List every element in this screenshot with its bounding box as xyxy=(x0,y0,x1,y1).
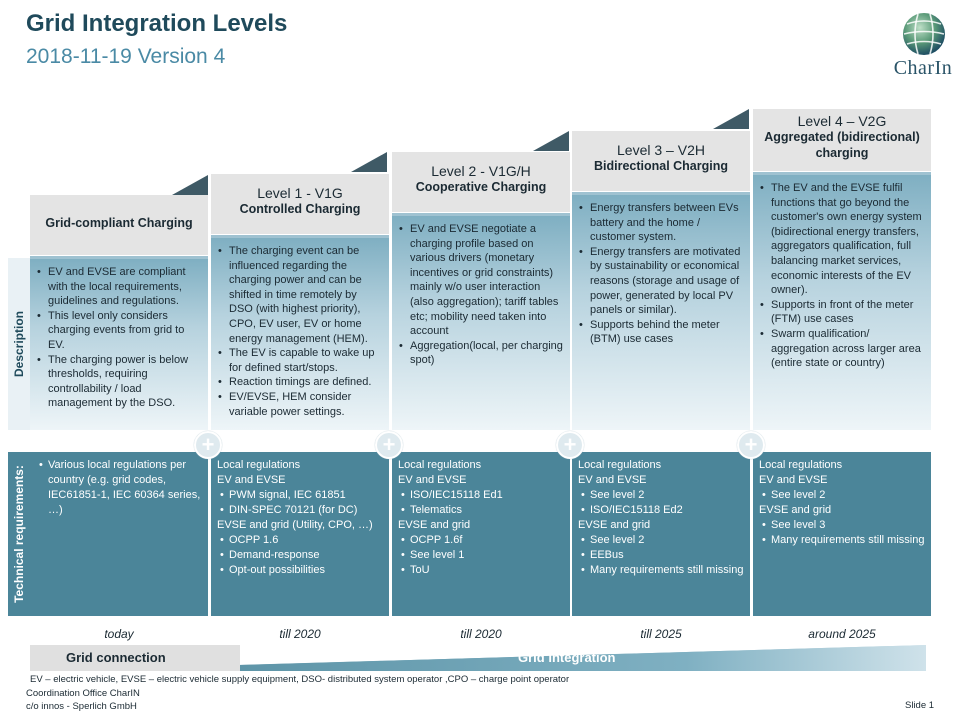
technical-item: EV and EVSE xyxy=(578,474,647,486)
level-2-timeframe: till 2020 xyxy=(460,627,502,641)
stair-wedge xyxy=(172,175,208,195)
technical-item: See level 2 xyxy=(759,488,925,503)
level-name: Controlled Charging xyxy=(239,202,361,216)
technical-item: DIN-SPEC 70121 (for DC) xyxy=(217,503,383,518)
technical-item: Local regulations xyxy=(578,459,662,471)
level-1-timeframe: till 2020 xyxy=(279,627,321,641)
level-label: Level 4 – V2G xyxy=(797,113,887,129)
globe-icon xyxy=(903,13,945,55)
technical-item: See level 1 xyxy=(398,548,564,563)
abbreviations-note: EV – electric vehicle, EVSE – electric v… xyxy=(30,674,570,685)
footer-office: Coordination Office CharIN xyxy=(26,688,140,699)
technical-item: OCPP 1.6 xyxy=(217,533,383,548)
grid-connection-bar: Grid connection xyxy=(30,645,240,671)
technical-side-label: Technical requirements: xyxy=(8,452,30,616)
level-4-header: Level 4 – V2G Aggregated (bidirectional)… xyxy=(753,109,931,171)
description-item: Reaction timings are defined. xyxy=(217,375,383,390)
technical-item: Many requirements still missing xyxy=(578,563,744,578)
level-0-header: Grid-compliant Charging xyxy=(30,195,208,255)
level-name: Grid-compliant Charging xyxy=(45,216,193,230)
stair-wedge xyxy=(351,152,387,172)
technical-item: EVSE and grid (Utility, CPO, …) xyxy=(217,519,373,531)
level-label: Level 1 - V1G xyxy=(257,185,343,201)
technical-item: Local regulations xyxy=(759,459,843,471)
level-1-technical: Local regulations EV and EVSE PWM signal… xyxy=(211,452,389,616)
description-item: Supports in front of the meter (FTM) use… xyxy=(759,298,925,327)
grid-integration-label: Grid integration xyxy=(518,650,616,665)
technical-item: Local regulations xyxy=(398,459,482,471)
level-4-timeframe: around 2025 xyxy=(808,627,876,641)
level-3-header: Level 3 – V2H Bidirectional Charging xyxy=(572,131,750,191)
technical-item: Opt-out possibilities xyxy=(217,563,383,578)
description-item: Swarm qualification/ aggregation across … xyxy=(759,327,925,371)
technical-item: See level 2 xyxy=(578,488,744,503)
grid-connection-label: Grid connection xyxy=(66,650,166,665)
technical-item: ISO/IEC15118 Ed2 xyxy=(578,503,744,518)
technical-item: PWM signal, IEC 61851 xyxy=(217,488,383,503)
technical-item: EV and EVSE xyxy=(398,474,467,486)
slide-number: Slide 1 xyxy=(905,700,935,711)
technical-item: EVSE and grid xyxy=(759,504,832,516)
technical-item: Various local regulations per country (e… xyxy=(36,458,202,518)
technical-item: EVSE and grid xyxy=(398,519,471,531)
description-item: The charging event can be influenced reg… xyxy=(217,244,383,346)
description-side-label: Description xyxy=(8,258,30,430)
description-item: This level only considers charging event… xyxy=(36,309,202,353)
level-2-description: EV and EVSE negotiate a charging profile… xyxy=(392,213,570,430)
level-0-timeframe: today xyxy=(104,627,134,641)
level-2-technical: Local regulations EV and EVSE ISO/IEC151… xyxy=(392,452,570,616)
technical-item: EV and EVSE xyxy=(217,474,286,486)
plus-icon: + xyxy=(556,431,584,459)
level-4-technical: Local regulations EV and EVSE See level … xyxy=(753,452,931,616)
technical-item: Local regulations xyxy=(217,459,301,471)
description-item: EV/EVSE, HEM consider variable power set… xyxy=(217,390,383,419)
level-0-technical: Various local regulations per country (e… xyxy=(30,452,208,616)
technical-item: Telematics xyxy=(398,503,564,518)
logo-text: CharIn xyxy=(893,57,953,79)
plus-icon: + xyxy=(375,431,403,459)
page-subtitle: 2018-11-19 Version 4 xyxy=(26,45,226,68)
technical-item: OCPP 1.6f xyxy=(398,533,564,548)
technical-item: ISO/IEC15118 Ed1 xyxy=(398,488,564,503)
stair-wedge xyxy=(533,131,569,151)
technical-item: EEBus xyxy=(578,548,744,563)
technical-item: EV and EVSE xyxy=(759,474,828,486)
description-item: Aggregation(local, per charging spot) xyxy=(398,339,564,368)
footer-address: c/o innos - Sperlich GmbH xyxy=(26,701,137,712)
technical-item: Demand-response xyxy=(217,548,383,563)
description-item: EV and EVSE are compliant with the local… xyxy=(36,265,202,309)
level-name: Aggregated (bidirectional) charging xyxy=(764,130,920,160)
level-3-timeframe: till 2025 xyxy=(640,627,682,641)
plus-icon: + xyxy=(194,431,222,459)
level-name: Cooperative Charging xyxy=(415,180,547,194)
level-3-technical: Local regulations EV and EVSE See level … xyxy=(572,452,750,616)
level-4-description: The EV and the EVSE fulfil functions tha… xyxy=(753,172,931,430)
technical-item: EVSE and grid xyxy=(578,519,651,531)
page-title: Grid Integration Levels xyxy=(26,10,288,37)
stair-wedge xyxy=(713,109,749,129)
description-item: Supports behind the meter (BTM) use case… xyxy=(578,318,744,347)
description-item: The EV is capable to wake up for defined… xyxy=(217,346,383,375)
technical-item: ToU xyxy=(398,563,564,578)
level-name: Bidirectional Charging xyxy=(593,159,729,173)
grid-integration-bar xyxy=(30,645,926,671)
level-1-description: The charging event can be influenced reg… xyxy=(211,235,389,430)
charin-logo: CharIn xyxy=(878,10,968,86)
level-0-description: EV and EVSE are compliant with the local… xyxy=(30,256,208,430)
plus-icon: + xyxy=(737,431,765,459)
description-item: Energy transfers are motivated by sustai… xyxy=(578,245,744,318)
description-item: Energy transfers between EVs battery and… xyxy=(578,201,744,245)
description-item: The charging power is below thresholds, … xyxy=(36,353,202,411)
level-label: Level 2 - V1G/H xyxy=(431,163,531,179)
technical-item: Many requirements still missing xyxy=(759,533,925,548)
technical-item: See level 3 xyxy=(759,518,925,533)
level-3-description: Energy transfers between EVs battery and… xyxy=(572,192,750,430)
level-2-header: Level 2 - V1G/H Cooperative Charging xyxy=(392,152,570,212)
level-label: Level 3 – V2H xyxy=(617,142,705,158)
description-item: The EV and the EVSE fulfil functions tha… xyxy=(759,181,925,298)
level-1-header: Level 1 - V1G Controlled Charging xyxy=(211,174,389,234)
technical-item: See level 2 xyxy=(578,533,744,548)
description-item: EV and EVSE negotiate a charging profile… xyxy=(398,222,564,339)
